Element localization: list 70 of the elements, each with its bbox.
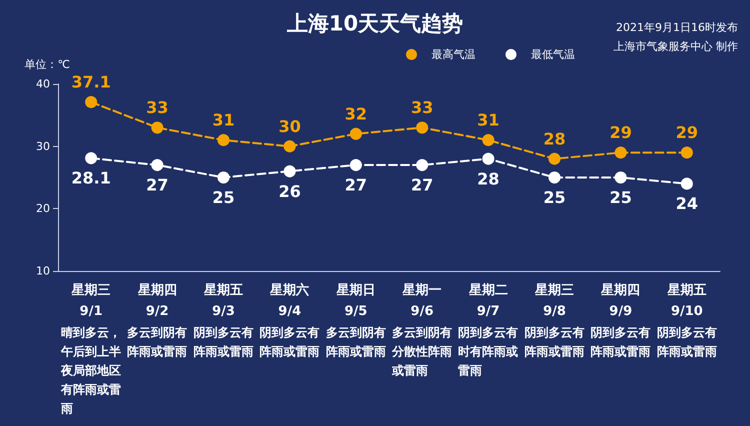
point <box>614 146 627 159</box>
point <box>151 122 164 134</box>
text: 晴到多云，午后到上半夜局部地区有阵雨或雷雨 <box>60 326 121 416</box>
text: 阴到多云有阵雨或雷雨 <box>524 326 584 358</box>
text: 多云到阴有阵雨或雷雨 <box>326 326 386 358</box>
data-label: 37.1 <box>71 72 111 92</box>
x-tick-label: 星期一 9/6 <box>402 283 442 319</box>
data-label: 27 <box>146 176 168 195</box>
data-label: 29 <box>676 123 698 142</box>
data-label: 27 <box>410 176 434 195</box>
text: 阴到多云有阵雨或雷雨 <box>260 326 320 358</box>
y-tick-label: 10 <box>36 264 50 278</box>
text: 上海市气象服务中心 制作 <box>614 40 738 53</box>
point <box>350 159 362 172</box>
data-label: 28.1 <box>71 168 111 188</box>
text: 阴到多云有阵雨或雷雨 <box>656 326 717 358</box>
x-tick-label: 星期三 9/8 <box>534 283 574 319</box>
point <box>548 172 560 184</box>
data-label: 27 <box>344 176 368 195</box>
point <box>482 134 494 146</box>
point <box>614 172 627 184</box>
x-tick-label: 星期四 9/9 <box>600 283 640 319</box>
data-label: 29 <box>610 123 632 142</box>
data-label: 31 <box>477 110 500 130</box>
y-tick-label: 30 <box>36 140 50 153</box>
point <box>218 134 230 146</box>
data-label: 32 <box>344 104 368 124</box>
x-tick-label: 星期五 9/10 <box>666 283 706 319</box>
point <box>680 178 693 190</box>
text: 多云到阴有阵雨或雷雨 <box>127 326 188 358</box>
x-tick-label: 星期日 9/5 <box>335 283 376 319</box>
y-axis-title: 单位：℃ <box>24 58 70 71</box>
chart-title: 上海10天天气趋势 <box>286 12 464 36</box>
legend-label: 最高气温 <box>432 48 476 61</box>
point <box>416 159 428 172</box>
text: 阴到多云有阵雨或雷雨 <box>193 326 254 358</box>
point <box>85 96 98 108</box>
point <box>350 128 362 140</box>
data-label: 33 <box>146 98 168 118</box>
data-label: 30 <box>278 116 301 136</box>
y-tick-label: 20 <box>36 202 50 216</box>
legend-label: 最低气温 <box>531 48 575 61</box>
point <box>218 172 230 184</box>
data-label: 25 <box>212 188 235 207</box>
point <box>85 152 98 164</box>
y-tick-label: 40 <box>36 78 50 90</box>
data-label: 26 <box>278 182 301 201</box>
x-tick-label: 星期三 9/1 <box>70 283 111 319</box>
data-label: 28 <box>543 129 566 148</box>
data-label: 25 <box>610 188 632 207</box>
point <box>284 165 296 178</box>
text: 阴到多云有阵雨或雷雨 <box>590 326 651 358</box>
x-tick-label: 星期四 9/2 <box>136 283 177 319</box>
text: 阴到多云有时有阵雨或雷雨 <box>458 326 518 378</box>
text: 多云到阴有分散性阵雨或雷雨 <box>391 326 452 378</box>
data-label: 25 <box>543 188 566 207</box>
data-label: 28 <box>477 169 500 188</box>
point <box>680 146 693 159</box>
data-label: 31 <box>212 110 235 130</box>
x-tick-label: 星期五 9/3 <box>203 283 243 319</box>
x-tick-label: 星期六 9/4 <box>269 282 310 319</box>
point <box>548 152 560 165</box>
point <box>284 140 296 152</box>
x-tick-label: 星期二 9/7 <box>468 283 508 319</box>
text: 2021年9月1日16时发布 <box>616 21 738 34</box>
data-label: 24 <box>676 194 698 214</box>
point <box>151 159 164 172</box>
point <box>416 122 428 134</box>
point <box>482 152 494 165</box>
data-label: 33 <box>410 98 434 118</box>
